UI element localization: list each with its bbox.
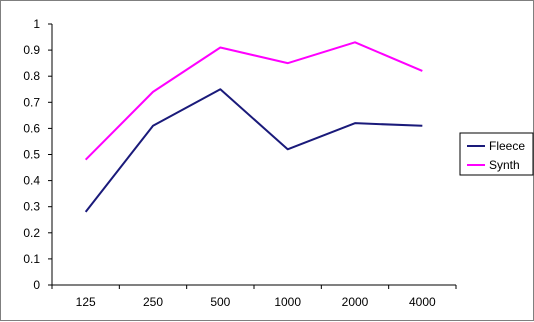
series-line-fleece: [84, 88, 423, 213]
y-tick-label: 0: [33, 278, 40, 292]
y-tick-label: 0.7: [23, 95, 40, 109]
x-tick-label: 125: [76, 295, 96, 309]
x-tick-label: 250: [143, 295, 163, 309]
series-line-synth: [84, 41, 423, 161]
y-tick-label: 0.4: [23, 174, 40, 188]
y-axis-ticks: 0 0.1 0.2 0.3 0.4 0.5 0.6 0.7 0.8 0.9 1: [23, 17, 52, 292]
x-tick-label: 4000: [409, 295, 436, 309]
x-tick-label: 2000: [342, 295, 369, 309]
y-tick-label: 0.5: [23, 148, 40, 162]
legend-label-fleece: Fleece: [489, 139, 525, 153]
x-tick-label: 500: [210, 295, 230, 309]
y-tick-label: 0.6: [23, 121, 40, 135]
y-tick-label: 0.2: [23, 226, 40, 240]
legend-box: [459, 132, 534, 176]
y-tick-label: 0.8: [23, 69, 40, 83]
series: [84, 41, 423, 213]
y-tick-label: 1: [33, 17, 40, 31]
x-axis-ticks: 125 250 500 1000 2000 4000: [51, 285, 457, 309]
y-tick-label: 0.1: [23, 252, 40, 266]
axes: [51, 24, 456, 286]
y-tick-label: 0.9: [23, 43, 40, 57]
y-tick-label: 0.3: [23, 200, 40, 214]
x-tick-label: 1000: [274, 295, 301, 309]
legend-label-synth: Synth: [489, 158, 520, 172]
legend: Fleece Synth: [459, 132, 534, 176]
